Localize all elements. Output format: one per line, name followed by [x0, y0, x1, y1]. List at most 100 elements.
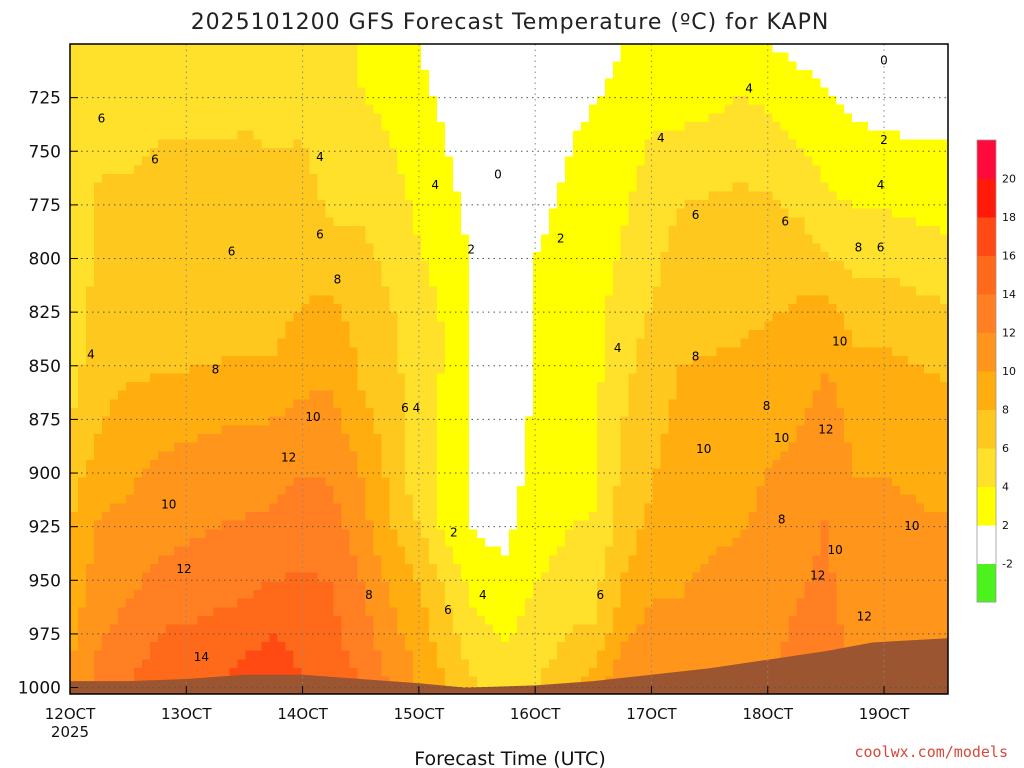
temperature-cell [397, 572, 406, 582]
temperature-cell [381, 217, 390, 227]
temperature-cell [437, 607, 446, 617]
temperature-cell [365, 390, 374, 400]
temperature-cell [389, 633, 398, 643]
temperature-cell [109, 113, 119, 123]
temperature-cell [181, 208, 191, 218]
temperature-cell [477, 87, 486, 97]
temperature-cell [125, 260, 135, 270]
temperature-cell [133, 44, 143, 54]
temperature-cell [397, 642, 406, 652]
temperature-cell [572, 295, 582, 305]
temperature-cell [78, 234, 87, 244]
temperature-cell [229, 650, 239, 660]
temperature-cell [517, 616, 526, 626]
temperature-cell [389, 330, 398, 340]
temperature-cell [501, 148, 510, 158]
temperature-cell [540, 44, 550, 54]
temperature-cell [341, 191, 350, 201]
temperature-cell [381, 96, 390, 106]
temperature-cell [237, 399, 247, 409]
temperature-cell [70, 382, 79, 392]
temperature-cell [149, 512, 159, 522]
temperature-cell [333, 165, 342, 175]
temperature-cell [556, 148, 566, 158]
temperature-cell [429, 434, 438, 444]
temperature-cell [564, 139, 574, 149]
temperature-cell [509, 61, 518, 71]
temperature-cell [125, 486, 135, 496]
temperature-cell [325, 624, 334, 634]
temperature-cell [333, 321, 342, 331]
temperature-cell [277, 174, 287, 184]
temperature-cell [405, 347, 414, 357]
temperature-cell [245, 295, 255, 305]
temperature-cell [221, 668, 231, 678]
temperature-cell [341, 555, 350, 565]
temperature-cell [213, 113, 223, 123]
temperature-cell [556, 451, 566, 461]
temperature-cell [181, 512, 191, 522]
temperature-cell [165, 70, 175, 80]
temperature-cell [141, 156, 151, 166]
temperature-cell [205, 96, 215, 106]
temperature-cell [397, 364, 406, 374]
temperature-cell [157, 451, 167, 461]
temperature-cell [109, 529, 119, 539]
temperature-cell [301, 200, 311, 210]
temperature-cell [469, 182, 478, 192]
temperature-cell [429, 555, 438, 565]
temperature-cell [325, 399, 334, 409]
temperature-cell [285, 399, 295, 409]
temperature-cell [445, 191, 454, 201]
temperature-cell [229, 130, 239, 140]
temperature-cell [493, 668, 502, 678]
temperature-cell [125, 460, 135, 470]
temperature-cell [173, 312, 183, 322]
temperature-cell [78, 156, 87, 166]
temperature-cell [221, 304, 231, 314]
temperature-cell [86, 572, 95, 582]
temperature-cell [365, 113, 374, 123]
temperature-cell [493, 165, 502, 175]
temperature-cell [572, 486, 582, 496]
temperature-cell [373, 321, 382, 331]
temperature-cell [556, 96, 566, 106]
temperature-cell [357, 156, 366, 166]
temperature-cell [477, 659, 486, 669]
temperature-cell [333, 416, 342, 426]
temperature-cell [70, 286, 79, 296]
temperature-cell [381, 442, 390, 452]
temperature-cell [93, 217, 103, 227]
temperature-cell [86, 113, 95, 123]
temperature-cell [205, 208, 215, 218]
temperature-cell [157, 226, 167, 236]
temperature-cell [429, 390, 438, 400]
temperature-cell [413, 538, 422, 548]
temperature-cell [453, 382, 462, 392]
temperature-cell [141, 477, 151, 487]
temperature-cell [501, 70, 510, 80]
temperature-cell [70, 338, 79, 348]
temperature-cell [101, 390, 111, 400]
temperature-cell [229, 156, 239, 166]
temperature-cell [221, 130, 231, 140]
temperature-cell [509, 512, 518, 522]
temperature-cell [461, 260, 470, 270]
temperature-cell [269, 304, 279, 314]
temperature-cell [277, 529, 287, 539]
temperature-cell [413, 96, 422, 106]
temperature-cell [301, 260, 311, 270]
temperature-cell [540, 122, 550, 132]
temperature-cell [117, 572, 127, 582]
temperature-cell [357, 659, 366, 669]
temperature-cell [325, 243, 334, 253]
temperature-cell [517, 122, 526, 132]
temperature-cell [133, 538, 143, 548]
temperature-cell [93, 330, 103, 340]
temperature-cell [469, 252, 478, 262]
temperature-cell [229, 668, 239, 678]
temperature-cell [141, 451, 151, 461]
temperature-cell [165, 122, 175, 132]
temperature-cell [397, 200, 406, 210]
temperature-cell [117, 616, 127, 626]
